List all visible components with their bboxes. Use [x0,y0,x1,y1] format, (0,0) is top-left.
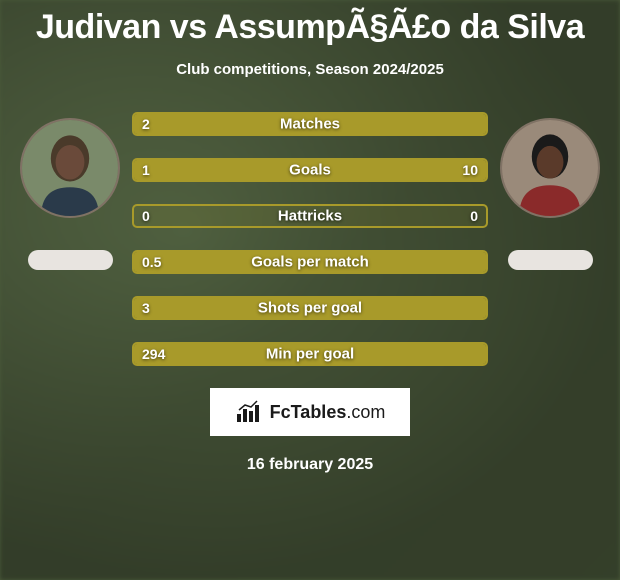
stat-value-left: 0 [142,208,150,224]
player-right-silhouette-icon [502,120,598,216]
footer-brand-light: .com [346,402,385,422]
chart-icon [235,400,265,424]
player-left-avatar [20,118,120,218]
footer-brand-bold: FcTables [270,402,347,422]
player-right-avatar [500,118,600,218]
player-left-column [10,108,130,270]
player-left-team-pill [28,250,113,270]
stat-value-left: 0.5 [142,254,161,270]
page-title: Judivan vs AssumpÃ§Ã£o da Silva [0,0,620,47]
stat-row: Matches 2 [132,112,488,136]
stat-value-right: 0 [470,208,478,224]
stat-row: Min per goal 294 [132,342,488,366]
stat-value-right: 10 [462,162,478,178]
stat-value-left: 1 [142,162,150,178]
stats-area: Matches 2 Goals 1 10 Hattricks 0 0 Goals per mat… [0,108,620,366]
player-left-silhouette-icon [22,120,118,216]
stat-row: Goals per match 0.5 [132,250,488,274]
stat-label: Min per goal [266,346,354,363]
stat-label: Hattricks [278,208,342,225]
footer-logo-text: FcTables.com [270,402,386,423]
stats-bars: Matches 2 Goals 1 10 Hattricks 0 0 Goals per mat… [130,108,490,366]
page-subtitle: Club competitions, Season 2024/2025 [0,61,620,78]
stat-value-left: 2 [142,116,150,132]
stat-label: Matches [280,116,340,133]
footer-logo: FcTables.com [210,388,410,436]
stat-row: Shots per goal 3 [132,296,488,320]
player-right-team-pill [508,250,593,270]
player-right-column [490,108,610,270]
stat-value-left: 294 [142,346,165,362]
stat-label: Goals per match [251,254,369,271]
footer-date: 16 february 2025 [0,456,620,474]
stat-row: Goals 1 10 [132,158,488,182]
stat-label: Shots per goal [258,300,362,317]
stat-row: Hattricks 0 0 [132,204,488,228]
stat-value-left: 3 [142,300,150,316]
content-wrap: Judivan vs AssumpÃ§Ã£o da Silva Club com… [0,0,620,474]
stat-label: Goals [289,162,331,179]
